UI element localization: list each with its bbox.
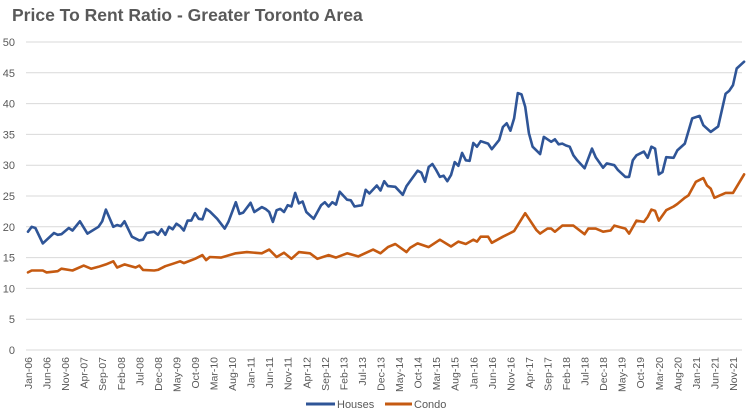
y-tick-label: 50 xyxy=(3,37,15,49)
series-lines xyxy=(26,60,746,274)
chart-title: Price To Rent Ratio - Greater Toronto Ar… xyxy=(12,5,363,25)
x-tick-label: May-09 xyxy=(171,357,183,392)
x-tick-label: Sep-17 xyxy=(542,357,554,391)
x-tick-label: Nov-16 xyxy=(505,357,517,391)
x-tick-label: Feb-13 xyxy=(338,357,350,390)
legend: Houses Condo xyxy=(306,399,446,411)
y-tick-label: 20 xyxy=(3,222,15,234)
x-tick-label: Jun-06 xyxy=(42,357,54,389)
x-tick-label: Jun-16 xyxy=(487,357,499,389)
y-tick-label: 40 xyxy=(3,99,15,111)
x-tick-label: Dec-08 xyxy=(153,357,165,391)
x-tick-label: Nov-06 xyxy=(60,357,72,391)
x-tick-label: May-14 xyxy=(394,357,406,392)
x-tick-label: Jun-11 xyxy=(264,357,276,388)
x-tick-label: Jul-13 xyxy=(357,357,369,386)
x-tick-label: Aug-20 xyxy=(672,357,684,391)
x-tick-label: Feb-08 xyxy=(116,357,128,390)
x-tick-label: Aug-15 xyxy=(450,357,462,391)
x-tick-label: Sep-07 xyxy=(97,357,109,391)
y-tick-label: 10 xyxy=(3,283,15,295)
y-tick-label: 45 xyxy=(3,68,15,80)
x-tick-label: Jun-21 xyxy=(709,357,721,389)
x-axis-ticks: Jan-06 Jun-06 Nov-06 Apr-07 Sep-07 Feb-08 Jul-… xyxy=(23,357,740,392)
y-tick-label: 25 xyxy=(3,191,15,203)
x-tick-label: Jan-21 xyxy=(691,357,703,389)
x-tick-label: Jan-06 xyxy=(23,357,35,389)
x-tick-label: Apr-07 xyxy=(79,357,91,389)
x-tick-label: Sep-12 xyxy=(320,357,332,391)
x-tick-label: Jul-18 xyxy=(580,357,592,386)
x-tick-label: Jan-16 xyxy=(468,357,480,389)
x-tick-label: Jan-11 xyxy=(246,357,258,388)
x-tick-label: Mar-10 xyxy=(209,357,221,390)
y-tick-label: 5 xyxy=(9,314,15,326)
x-tick-label: Dec-18 xyxy=(598,357,610,391)
y-tick-label: 35 xyxy=(3,129,15,141)
y-tick-label: 30 xyxy=(3,160,15,172)
x-tick-label: Apr-12 xyxy=(301,357,313,389)
x-tick-label: Feb-18 xyxy=(561,357,573,390)
legend-houses-label: Houses xyxy=(337,399,375,411)
x-tick-label: Aug-10 xyxy=(227,357,239,391)
x-tick-label: Oct-19 xyxy=(635,357,647,389)
gridlines xyxy=(26,41,742,351)
x-tick-label: May-19 xyxy=(617,357,629,392)
y-tick-label: 0 xyxy=(9,345,15,357)
x-tick-label: Apr-17 xyxy=(524,357,536,389)
x-tick-label: Oct-14 xyxy=(413,357,425,389)
x-tick-label: Mar-20 xyxy=(654,357,666,390)
y-axis-ticks: 0 5 10 15 20 25 30 35 40 45 50 xyxy=(3,37,15,357)
y-tick-label: 15 xyxy=(3,253,15,265)
x-tick-label: Nov-21 xyxy=(728,357,740,391)
x-tick-label: Dec-13 xyxy=(376,357,388,391)
legend-condo-label: Condo xyxy=(414,399,446,411)
x-tick-label: Nov-11 xyxy=(283,357,295,390)
series-line-condo xyxy=(26,173,746,274)
x-tick-label: Jul-08 xyxy=(134,357,146,386)
x-tick-label: Mar-15 xyxy=(431,357,443,390)
series-line-houses xyxy=(26,60,746,245)
x-tick-label: Oct-09 xyxy=(190,357,202,389)
